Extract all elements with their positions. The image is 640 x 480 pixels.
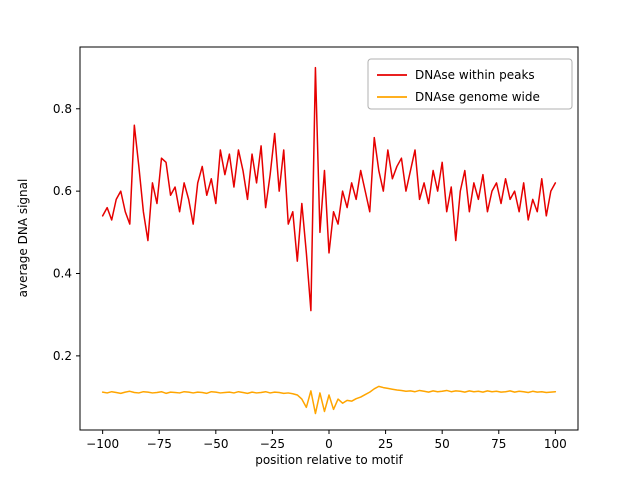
y-tick-label: 0.6 <box>53 184 72 198</box>
y-tick-label: 0.4 <box>53 267 72 281</box>
x-tick-label: −50 <box>203 437 228 451</box>
x-tick-label: −100 <box>86 437 119 451</box>
legend: DNAse within peaks DNAse genome wide <box>367 58 573 110</box>
legend-label-within-peaks: DNAse within peaks <box>415 68 535 82</box>
x-tick-label: 25 <box>378 437 393 451</box>
y-tick-label: 0.8 <box>53 102 72 116</box>
legend-label-genome-wide: DNAse genome wide <box>415 90 540 104</box>
x-tick-label: 0 <box>325 437 333 451</box>
x-tick-label: 50 <box>435 437 450 451</box>
series-line-0 <box>101 66 557 312</box>
x-tick-label: −25 <box>260 437 285 451</box>
x-tick-label: 100 <box>544 437 567 451</box>
series-line-1 <box>101 385 557 415</box>
legend-box <box>367 58 573 110</box>
x-tick-label: −75 <box>147 437 172 451</box>
y-tick-label: 0.2 <box>53 349 72 363</box>
x-axis-label: position relative to motif <box>255 453 403 467</box>
x-tick-label: 75 <box>491 437 506 451</box>
plot-content: −100 −75 −50 −25 0 25 50 75 100 0.2 0.4 0.6 0.8 <box>53 66 567 451</box>
y-axis-label: average DNA signal <box>16 179 30 298</box>
